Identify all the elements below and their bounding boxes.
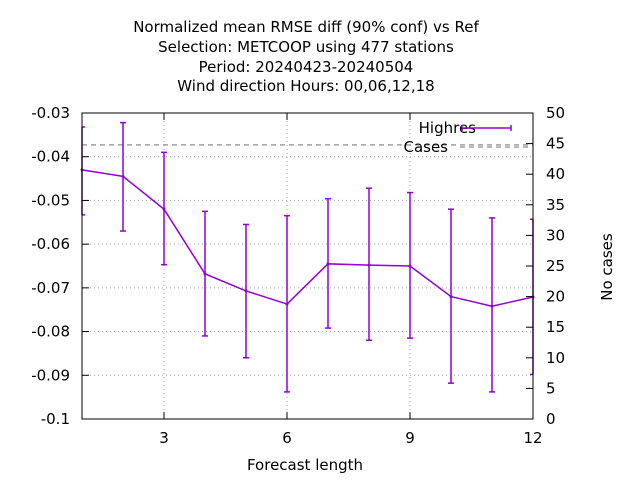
y-tick-label-4: -0.07 xyxy=(31,279,70,297)
y-tick-label-2: -0.05 xyxy=(31,191,70,209)
highres-point-4 xyxy=(244,289,248,293)
y2-tick-label-3: 15 xyxy=(546,318,565,336)
highres-point-7 xyxy=(367,263,371,267)
y-tick-label-7: -0.1 xyxy=(41,410,70,428)
title-line-1: Normalized mean RMSE diff (90% conf) vs … xyxy=(133,18,479,36)
y-axis-ticks: -0.03 -0.04 -0.05 -0.06 -0.07 -0.08 -0.09 -0.1 xyxy=(31,104,89,428)
y2-tick-label-0: 0 xyxy=(546,410,556,428)
y2-tick-label-9: 45 xyxy=(546,135,565,153)
highres-point-8 xyxy=(408,264,412,268)
legend-label-highres: Highres xyxy=(419,119,477,137)
y2-tick-label-10: 50 xyxy=(546,104,565,122)
legend-sample-highres xyxy=(461,125,512,131)
plot-frame xyxy=(81,112,534,420)
error-bars xyxy=(81,121,534,393)
x-tick-label-3: 12 xyxy=(523,429,542,447)
y-tick-label-3: -0.06 xyxy=(31,235,70,253)
highres-point-5 xyxy=(285,302,289,306)
title-line-4: Wind direction Hours: 00,06,12,18 xyxy=(177,77,434,95)
chart-title: Normalized mean RMSE diff (90% conf) vs … xyxy=(133,18,479,95)
y2-tick-label-2: 10 xyxy=(546,349,565,367)
grid-lines xyxy=(82,113,533,419)
highres-point-9 xyxy=(449,295,453,299)
x-tick-label-0: 3 xyxy=(159,429,169,447)
title-line-2: Selection: METCOOP using 477 stations xyxy=(158,38,454,56)
y-tick-label-1: -0.04 xyxy=(31,148,70,166)
highres-point-10 xyxy=(490,304,494,308)
x-axis-label: Forecast length xyxy=(247,456,363,474)
legend-label-cases: Cases xyxy=(403,138,448,156)
legend: Highres Cases xyxy=(403,119,530,156)
y2-tick-label-8: 40 xyxy=(546,165,565,183)
y2-axis-ticks: 0 5 10 15 20 25 30 35 40 45 50 xyxy=(526,104,565,428)
y2-tick-label-4: 20 xyxy=(546,288,565,306)
y2-tick-label-1: 5 xyxy=(546,379,556,397)
highres-point-6 xyxy=(326,262,330,266)
x-axis-ticks: 3 6 9 12 xyxy=(159,113,543,447)
highres-point-2 xyxy=(162,207,166,211)
x-tick-label-2: 9 xyxy=(405,429,415,447)
y-tick-label-6: -0.09 xyxy=(31,366,70,384)
highres-series xyxy=(80,168,535,308)
highres-point-1 xyxy=(121,174,125,178)
y-tick-label-0: -0.03 xyxy=(31,104,70,122)
y2-tick-label-7: 35 xyxy=(546,196,565,214)
highres-point-3 xyxy=(203,272,207,276)
x-tick-label-1: 6 xyxy=(282,429,292,447)
y2-tick-label-5: 25 xyxy=(546,257,565,275)
highres-line-path xyxy=(81,169,534,307)
y-tick-label-5: -0.08 xyxy=(31,323,70,341)
y2-axis-label: No cases xyxy=(598,233,616,301)
title-line-3: Period: 20240423-20240504 xyxy=(199,58,414,76)
y2-tick-label-6: 30 xyxy=(546,226,565,244)
